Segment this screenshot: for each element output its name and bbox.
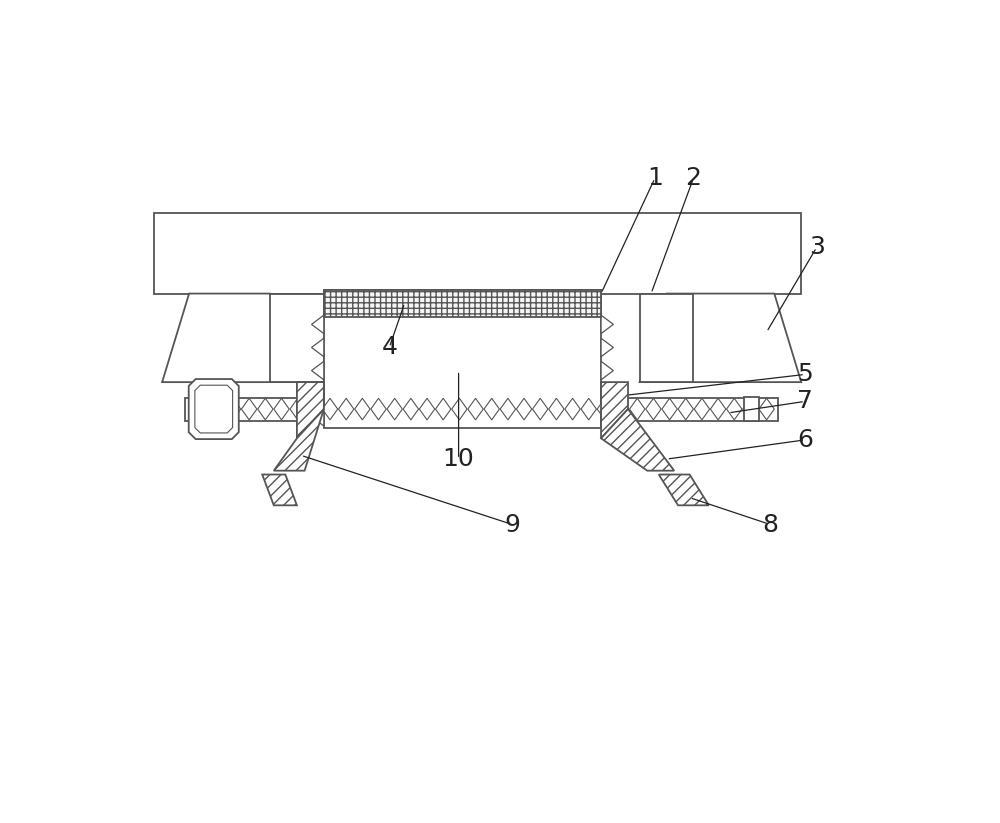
- Text: 4: 4: [381, 336, 397, 360]
- Polygon shape: [640, 294, 801, 382]
- Polygon shape: [630, 398, 645, 420]
- Polygon shape: [678, 398, 693, 420]
- Polygon shape: [601, 338, 613, 356]
- Polygon shape: [419, 398, 435, 420]
- Polygon shape: [274, 409, 324, 471]
- Polygon shape: [601, 315, 613, 333]
- Polygon shape: [601, 382, 628, 439]
- Polygon shape: [209, 398, 225, 420]
- Polygon shape: [565, 398, 580, 420]
- Polygon shape: [601, 361, 613, 379]
- Polygon shape: [743, 398, 758, 420]
- Polygon shape: [290, 398, 305, 420]
- Polygon shape: [710, 398, 726, 420]
- Polygon shape: [403, 398, 419, 420]
- Polygon shape: [694, 398, 710, 420]
- Polygon shape: [516, 398, 532, 420]
- Polygon shape: [436, 398, 451, 420]
- Polygon shape: [297, 382, 324, 439]
- Polygon shape: [312, 338, 324, 356]
- Text: 5: 5: [797, 362, 813, 387]
- Polygon shape: [306, 398, 322, 420]
- Polygon shape: [601, 384, 613, 403]
- Polygon shape: [162, 294, 297, 382]
- Text: 7: 7: [797, 389, 813, 413]
- Bar: [185, 398, 778, 421]
- Polygon shape: [195, 385, 233, 433]
- Polygon shape: [759, 398, 774, 420]
- Bar: [154, 212, 801, 294]
- Text: 2: 2: [685, 166, 701, 190]
- Bar: [324, 290, 601, 317]
- Polygon shape: [662, 398, 677, 420]
- Bar: [324, 290, 601, 428]
- Polygon shape: [262, 475, 297, 505]
- Bar: [270, 294, 324, 382]
- Polygon shape: [371, 398, 386, 420]
- Polygon shape: [312, 361, 324, 379]
- Polygon shape: [581, 398, 596, 420]
- Text: 9: 9: [505, 513, 520, 537]
- Polygon shape: [601, 407, 613, 426]
- Text: 6: 6: [797, 428, 813, 452]
- Polygon shape: [500, 398, 516, 420]
- Bar: [744, 397, 759, 421]
- Polygon shape: [533, 398, 548, 420]
- Bar: [640, 294, 693, 382]
- Polygon shape: [241, 398, 257, 420]
- Polygon shape: [601, 409, 674, 471]
- Polygon shape: [193, 398, 208, 420]
- Polygon shape: [597, 398, 613, 420]
- Polygon shape: [727, 398, 742, 420]
- Polygon shape: [468, 398, 483, 420]
- Polygon shape: [387, 398, 402, 420]
- Polygon shape: [646, 398, 661, 420]
- Text: 1: 1: [647, 166, 663, 190]
- Polygon shape: [189, 379, 239, 439]
- Polygon shape: [659, 475, 709, 505]
- Polygon shape: [322, 398, 338, 420]
- Polygon shape: [484, 398, 499, 420]
- Polygon shape: [312, 384, 324, 403]
- Polygon shape: [225, 398, 241, 420]
- Polygon shape: [355, 398, 370, 420]
- Text: 8: 8: [762, 513, 778, 537]
- Polygon shape: [452, 398, 467, 420]
- Polygon shape: [258, 398, 273, 420]
- Polygon shape: [274, 398, 289, 420]
- Text: 10: 10: [443, 447, 474, 471]
- Polygon shape: [312, 315, 324, 333]
- Text: 3: 3: [809, 235, 825, 259]
- Polygon shape: [549, 398, 564, 420]
- Polygon shape: [338, 398, 354, 420]
- Polygon shape: [312, 407, 324, 426]
- Polygon shape: [613, 398, 629, 420]
